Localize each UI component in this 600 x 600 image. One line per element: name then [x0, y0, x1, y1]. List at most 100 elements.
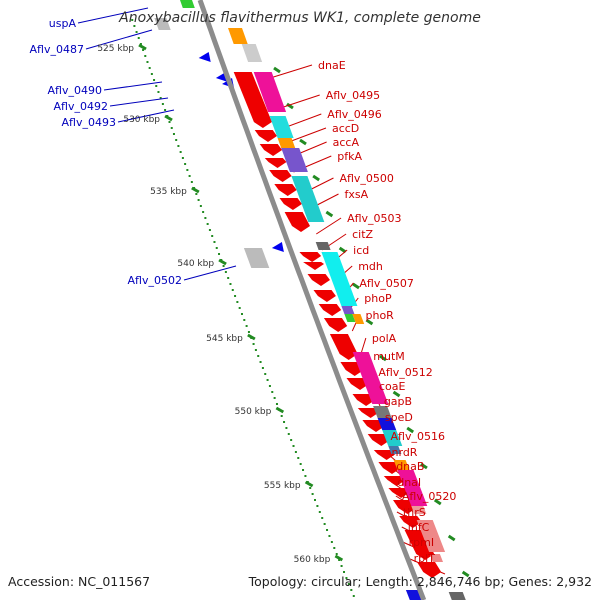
forward-gene-label[interactable]: icd — [353, 244, 369, 257]
leader-line — [360, 337, 367, 355]
tick-track — [131, 19, 355, 597]
kbp-tick-label: 535 kbp — [150, 187, 187, 197]
tick-dot — [343, 571, 346, 573]
forward-gene-label[interactable]: fxsA — [345, 188, 369, 201]
tick-dot — [227, 277, 230, 279]
tick-dot — [350, 589, 353, 591]
forward-gene-label[interactable]: pfkA — [337, 150, 362, 163]
forward-gene-label[interactable]: gapB — [384, 395, 412, 408]
reverse-gene-label[interactable]: uspA — [49, 17, 77, 30]
gene-arrow — [254, 130, 277, 142]
forward-gene-label[interactable]: mutM — [373, 350, 405, 363]
forward-gene-label[interactable]: Aflv_0500 — [339, 172, 393, 185]
tick-dot — [168, 121, 171, 123]
gene-arrow — [373, 450, 396, 460]
forward-gene-label[interactable]: Aflv_0516 — [390, 430, 444, 443]
forward-gene-label[interactable]: Aflv_0496 — [327, 108, 381, 121]
gene-arrow — [362, 420, 385, 432]
forward-gene-label[interactable]: accA — [333, 136, 360, 149]
tick-dot — [323, 523, 326, 525]
domain-block — [269, 116, 294, 138]
tick-dot — [133, 25, 136, 27]
tick-dot — [316, 505, 319, 507]
minor-tick — [392, 390, 401, 398]
gene-arrow — [404, 530, 435, 560]
tick-dot — [137, 37, 140, 39]
domain-block — [397, 470, 428, 506]
minor-tick — [312, 174, 320, 182]
minor-tick — [299, 138, 307, 146]
tick-dot — [275, 403, 278, 405]
domain-block — [281, 148, 308, 172]
kbp-tick-label: 560 kbp — [294, 555, 331, 565]
forward-gene-label[interactable]: citZ — [352, 228, 373, 241]
tick-dot — [261, 367, 264, 369]
forward-gene-label[interactable]: phoR — [366, 309, 395, 322]
tick-dot — [224, 271, 227, 273]
domain-block — [393, 460, 410, 470]
tick-dot — [177, 145, 180, 147]
minor-tick — [379, 354, 387, 362]
tick-dot — [294, 451, 297, 453]
tick-dot — [131, 19, 134, 21]
tick-dot — [340, 565, 343, 567]
major-tick — [218, 258, 227, 266]
forward-gene-label[interactable]: Aflv_0520 — [402, 490, 456, 503]
tick-dot — [213, 241, 216, 243]
tick-dot — [238, 307, 241, 309]
forward-gene-label[interactable]: Aflv_0512 — [378, 366, 432, 379]
major-ticks — [138, 43, 470, 578]
tick-dot — [338, 559, 341, 561]
forward-gene-label[interactable]: dnaI — [397, 476, 421, 489]
forward-gene-label[interactable]: rplT — [414, 552, 436, 565]
forward-gene-label[interactable]: coaE — [379, 380, 406, 393]
forward-gene-label[interactable]: dnaB — [396, 460, 424, 473]
forward-gene-label[interactable]: polA — [372, 332, 397, 345]
tick-dot — [266, 379, 269, 381]
major-tick — [334, 554, 344, 562]
tick-dot — [328, 535, 331, 537]
forward-gene-label[interactable]: nrdR — [392, 446, 418, 459]
major-tick — [247, 333, 256, 341]
forward-gene-label[interactable]: infC — [408, 521, 430, 534]
forward-gene-label[interactable]: phoP — [364, 292, 392, 305]
forward-gene-label[interactable]: speD — [385, 411, 413, 424]
forward-gene-label[interactable]: Aflv_0503 — [347, 212, 401, 225]
forward-gene-label[interactable]: dnaE — [318, 59, 346, 72]
forward-gene-label[interactable]: accD — [332, 122, 359, 135]
forward-gene-label[interactable]: Aflv_0507 — [359, 277, 413, 290]
tick-dot — [326, 529, 329, 531]
tick-dot — [292, 445, 295, 447]
major-tick — [191, 186, 200, 194]
reverse-gene-label[interactable]: Aflv_0492 — [54, 100, 108, 113]
forward-gene-label[interactable]: Aflv_0495 — [326, 89, 380, 102]
minor-tick — [352, 282, 360, 290]
domain-block — [341, 306, 355, 314]
tick-dot — [175, 139, 178, 141]
backbone-line — [197, 0, 427, 600]
domain-block — [228, 28, 248, 44]
major-tick — [304, 480, 314, 488]
domain-block — [241, 44, 263, 62]
kbp-tick-label: 525 kbp — [97, 44, 134, 54]
tick-dot — [297, 457, 300, 459]
tick-dot — [245, 325, 248, 327]
reverse-gene-label[interactable]: Aflv_0502 — [128, 274, 182, 287]
tick-dot — [184, 163, 187, 165]
reverse-gene-label[interactable]: Aflv_0487 — [30, 43, 84, 56]
forward-gene-label[interactable]: thrS — [403, 506, 426, 519]
tick-dot — [287, 433, 290, 435]
genome-title: Anoxybacillus flavithermus WK1, complete… — [119, 10, 481, 26]
tick-dot — [259, 361, 262, 363]
forward-gene-label[interactable]: mdh — [358, 260, 383, 273]
tick-dot — [172, 133, 175, 135]
tick-dot — [146, 61, 149, 63]
tick-dot — [333, 547, 336, 549]
gene-labels: uspA Aflv_0487 Aflv_0490 Aflv_0492 Aflv_0493… — [30, 17, 457, 565]
reverse-gene-label[interactable]: Aflv_0490 — [48, 84, 102, 97]
tick-dot — [304, 475, 307, 477]
genome-backbone — [197, 0, 427, 600]
forward-gene-label[interactable]: rpmI — [409, 536, 434, 549]
gene-arrow — [269, 170, 292, 182]
reverse-gene-label[interactable]: Aflv_0493 — [62, 116, 116, 129]
